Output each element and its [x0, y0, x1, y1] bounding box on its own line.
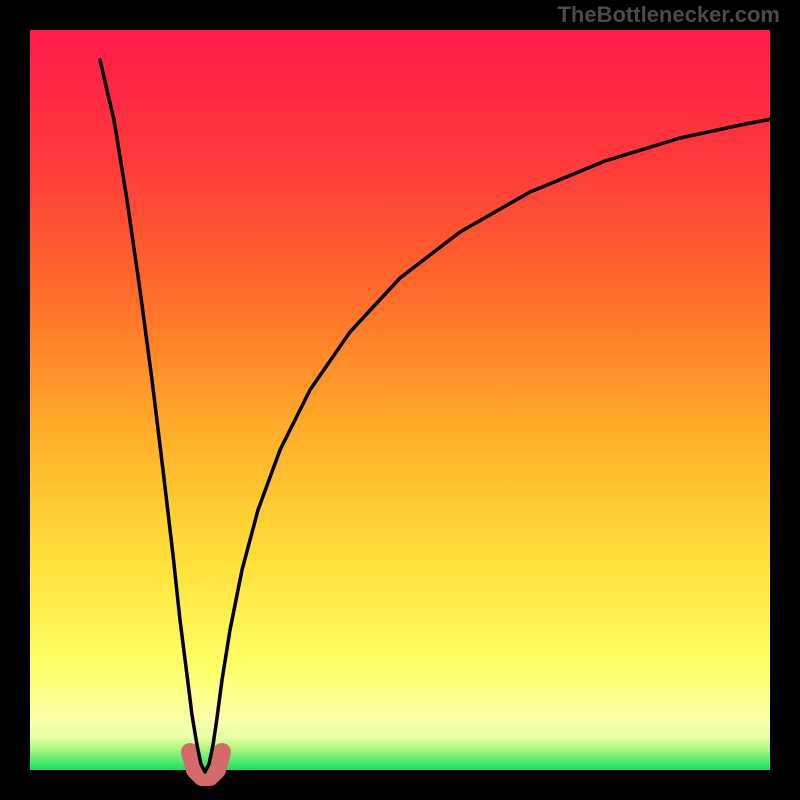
curve-layer [30, 30, 800, 800]
watermark-text: TheBottlenecker.com [557, 2, 780, 28]
chart-frame: TheBottlenecker.com [0, 0, 800, 800]
bottleneck-curve [100, 60, 800, 772]
plot-area [30, 30, 770, 770]
